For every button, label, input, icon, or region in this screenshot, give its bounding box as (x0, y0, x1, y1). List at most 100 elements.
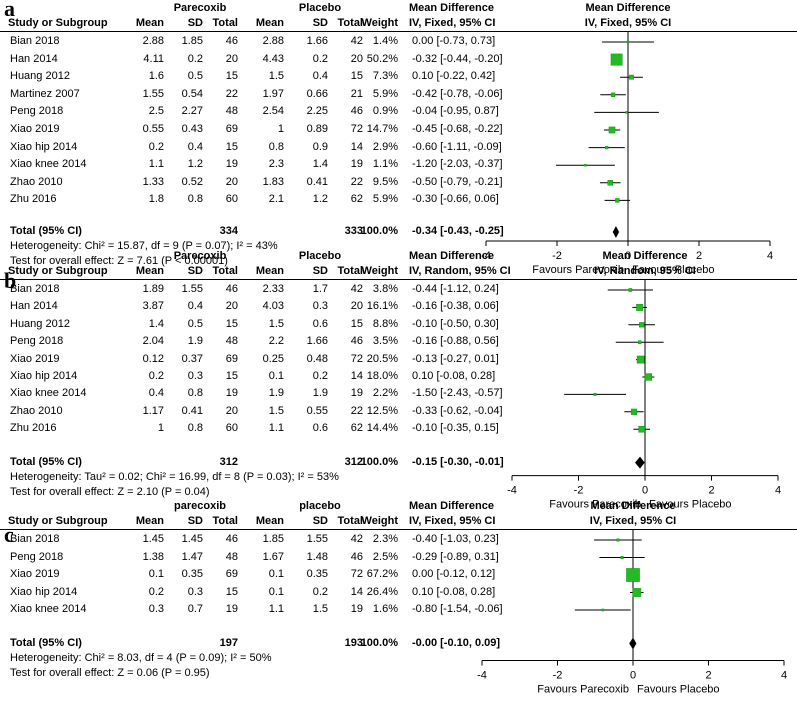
sd2-value: 2.25 (306, 105, 328, 118)
study-name: Xiao knee 2014 (10, 387, 87, 400)
sd2-value: 0.6 (312, 317, 328, 330)
mean2-value: 0.1 (268, 370, 284, 382)
sd1-value: 0.8 (187, 387, 203, 400)
group1-header: Parecoxib (173, 250, 227, 262)
mean1-value: 1.8 (148, 193, 164, 206)
sd2-value: 0.48 (306, 352, 328, 365)
mean2-value: 2.54 (262, 105, 284, 118)
sd2-value: 1.66 (306, 335, 328, 348)
sd2-header: SD (312, 515, 328, 527)
total1-header: Total (212, 265, 238, 277)
total2-value: 20 (350, 52, 363, 65)
mean1-value: 1.6 (148, 70, 164, 83)
total2-value: 62 (350, 193, 363, 206)
weight-header: Weight (361, 515, 398, 527)
study-name: Xiao knee 2014 (10, 603, 87, 615)
total2-value: 42 (350, 283, 363, 295)
total1-value: 15 (225, 140, 238, 153)
ci-value: -0.60 [-1.11, -0.09] (412, 140, 502, 153)
sd1-value: 0.41 (181, 404, 203, 417)
total2-value: 22 (350, 404, 363, 417)
sd2-header: SD (312, 17, 328, 29)
mean1-header: Mean (135, 17, 164, 29)
study-square (628, 288, 633, 292)
study-name: Han 2014 (10, 52, 58, 65)
study-name: Xiao knee 2014 (10, 158, 87, 171)
favours-right-label: Favours Placebo (637, 684, 720, 696)
group2-header: Placebo (298, 250, 342, 262)
heterogeneity-text: Heterogeneity: Tau² = 0.02; Chi² = 16.99… (10, 470, 339, 483)
ci-value: -0.16 [-0.88, 0.56] (412, 335, 499, 348)
weight-sum: 100.0% (360, 636, 398, 649)
total-label: Total (95% CI) (10, 225, 82, 237)
x-tick-label: 0 (642, 485, 648, 497)
header-divider (0, 31, 797, 32)
x-tick-label: -4 (507, 485, 517, 497)
sd1-value: 0.54 (181, 87, 203, 100)
mean2-value: 2.88 (262, 35, 284, 47)
ci-value: 0.10 [-0.08, 0.28] (412, 585, 496, 598)
x-tick-label: -4 (481, 250, 491, 262)
ci-value: -0.45 [-0.68, -0.22] (412, 123, 503, 135)
plot-title: Mean Difference (602, 250, 688, 262)
mean2-value: 2.1 (268, 193, 284, 206)
sd2-value: 0.2 (312, 370, 328, 382)
sd1-value: 0.8 (187, 193, 203, 206)
weight-value: 16.1% (366, 300, 398, 313)
sd1-value: 0.37 (181, 352, 203, 365)
total2-value: 15 (350, 317, 363, 330)
study-name: Peng 2018 (10, 105, 64, 118)
mean1-value: 4.11 (143, 52, 164, 65)
weight-value: 1.4% (372, 35, 398, 47)
total1-sum: 334 (219, 225, 238, 237)
sd1-value: 0.8 (187, 422, 203, 435)
weight-value: 12.5% (366, 404, 398, 417)
x-tick-label: 4 (767, 250, 773, 262)
mean2-value: 1.1 (268, 422, 284, 435)
sd1-header: SD (187, 17, 203, 29)
study-header: Study or Subgroup (8, 17, 108, 29)
ci-value: -0.13 [-0.27, 0.01] (412, 352, 499, 365)
mean1-value: 1.89 (142, 283, 164, 295)
total2-value: 14 (350, 370, 363, 382)
total1-header: Total (212, 515, 238, 527)
effect-method: IV, Fixed, 95% CI (409, 515, 496, 527)
weight-value: 1.1% (372, 158, 398, 171)
ci-value: 0.10 [-0.22, 0.42] (412, 70, 496, 83)
mean2-value: 1.97 (262, 87, 284, 100)
mean1-value: 2.04 (142, 335, 164, 348)
sd1-value: 0.5 (187, 70, 203, 83)
x-tick-label: 2 (696, 250, 702, 262)
sd2-value: 1.55 (306, 533, 328, 545)
mean1-value: 1.55 (142, 87, 164, 100)
study-name: Huang 2012 (10, 317, 70, 330)
forest-panel-b: b Parecoxib Placebo Mean Difference Mean Dif… (0, 238, 797, 511)
total1-sum: 197 (219, 636, 238, 649)
study-square (629, 74, 634, 80)
total1-value: 20 (225, 404, 238, 417)
study-name: Xiao hip 2014 (10, 585, 78, 598)
ci-value: -1.50 [-2.43, -0.57] (412, 387, 503, 400)
study-name: Martinez 2007 (10, 87, 80, 100)
study-square (620, 555, 624, 560)
total2-value: 46 (350, 335, 363, 348)
sd2-value: 0.2 (312, 52, 328, 65)
total2-value: 14 (350, 585, 363, 598)
mean1-value: 0.3 (148, 603, 164, 615)
study-square (593, 392, 597, 396)
x-tick-label: -2 (552, 250, 562, 262)
forest-plot-svg: -4 -2 0 2 4 Favours Parecoxib Favours Placebo (507, 279, 781, 511)
sd1-value: 0.3 (187, 585, 203, 598)
sd1-header: SD (187, 265, 203, 277)
sd1-value: 0.43 (181, 123, 203, 135)
weight-value: 2.9% (372, 140, 398, 153)
study-name: Zhu 2016 (10, 422, 57, 435)
study-square (626, 40, 630, 44)
weight-value: 2.5% (372, 550, 398, 563)
weight-value: 1.6% (372, 603, 398, 615)
total2-value: 42 (350, 533, 363, 545)
total1-value: 60 (225, 193, 238, 206)
weight-value: 18.0% (366, 370, 398, 382)
mean2-value: 4.03 (262, 300, 284, 313)
